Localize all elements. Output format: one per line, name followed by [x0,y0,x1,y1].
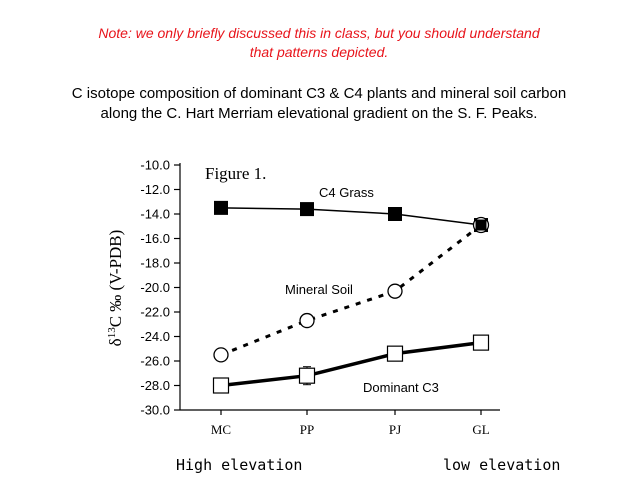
series-line-0 [220,207,482,226]
data-point-dominant-c3 [386,345,404,362]
y-axis-label: δ13C ‰ (V-PDB) [106,230,125,347]
y-tick-label: -26.0 [140,354,170,369]
x-tick-label: MC [211,422,231,437]
heading-line-1: C isotope composition of dominant C3 & C… [71,85,567,102]
y-tick-label: -24.0 [140,329,170,344]
note-line-2: that patterns depicted. [249,44,389,60]
y-tick-label: -18.0 [140,256,170,271]
heading-line-2: along the C. Hart Merriam elevational gr… [100,105,538,122]
footer-low-elevation: low elevation [443,456,561,474]
data-point-c4-grass [214,200,228,215]
data-point-dominant-c3 [472,334,490,351]
slide-heading: C isotope composition of dominant C3 & C… [0,84,638,124]
data-point-c4-grass [388,207,402,221]
series-label-dominant-c3: Dominant C3 [363,380,439,395]
data-point-dominant-c3 [212,377,230,394]
y-tick-label: -22.0 [140,305,170,320]
series-label-c4-grass: C4 Grass [319,185,374,200]
x-tick-label: GL [472,422,489,437]
note-line-1: Note: we only briefly discussed this in … [98,25,540,41]
y-tick-label: -16.0 [140,231,170,246]
series-label-mineral-soil: Mineral Soil [285,282,353,297]
data-point-c4-grass [300,202,314,217]
data-point-c4-grass-overlap [475,219,487,231]
x-tick-label: PJ [389,422,401,437]
series-line-2 [220,340,482,388]
y-axis-label-superscript: 13 [106,327,118,339]
data-point-mineral-soil [299,312,315,329]
y-tick-label: -28.0 [140,378,170,393]
x-tick-label: PP [300,422,314,437]
footer-high-elevation: High elevation [176,456,303,474]
y-tick-label: -12.0 [140,182,170,197]
y-tick-label: -10.0 [140,158,170,173]
figure-title: Figure 1. [205,164,266,183]
note-text: Note: we only briefly discussed this in … [0,24,638,62]
y-tick-label: -14.0 [140,207,170,222]
data-point-mineral-soil [387,283,403,299]
data-point-dominant-c3 [298,367,316,384]
y-tick-label: -20.0 [140,280,170,295]
y-axis-label-delta: δ [106,338,125,346]
y-tick-label: -30.0 [140,403,170,418]
y-axis-label-rest: C ‰ (V-PDB) [106,230,125,328]
data-point-mineral-soil [213,347,229,363]
